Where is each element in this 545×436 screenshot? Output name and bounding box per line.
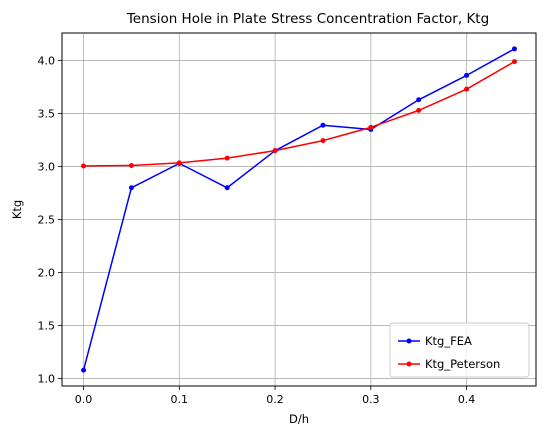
data-point-ktg-peterson <box>464 86 470 92</box>
data-point-ktg-peterson <box>368 124 374 130</box>
x-tick-label: 0.3 <box>362 393 380 406</box>
legend-label-fea: Ktg_FEA <box>425 334 472 348</box>
y-tick-label: 4.0 <box>38 55 56 68</box>
legend: Ktg_FEA Ktg_Peterson <box>389 322 530 378</box>
data-point-ktg-fea <box>464 72 470 78</box>
x-tick-label: 0.0 <box>75 393 93 406</box>
legend-box <box>389 322 530 378</box>
plot-frame <box>61 32 537 387</box>
data-point-ktg-peterson <box>176 160 182 166</box>
y-tick-label: 3.0 <box>38 161 56 174</box>
data-point-ktg-peterson <box>224 155 230 161</box>
y-tick-label: 1.5 <box>38 320 56 333</box>
y-tick-label: 2.0 <box>38 267 56 280</box>
legend-marker-peterson <box>406 361 412 367</box>
data-point-ktg-peterson <box>511 59 517 65</box>
axis-ticks: 0.0 0.1 0.2 0.3 0.4 1.0 1.5 2.0 2.5 3.0 3.5 4.0 <box>38 55 476 406</box>
grid <box>62 33 536 386</box>
x-axis-label: D/h <box>289 412 309 426</box>
data-point-ktg-peterson <box>416 107 422 113</box>
data-point-ktg-fea <box>81 367 87 373</box>
data-point-ktg-fea <box>320 122 326 128</box>
chart-title: Tension Hole in Plate Stress Concentrati… <box>126 11 489 27</box>
x-tick-label: 0.2 <box>266 393 284 406</box>
data-point-ktg-peterson <box>128 163 134 169</box>
y-axis-label: Ktg <box>10 200 24 219</box>
y-tick-label: 1.0 <box>38 373 56 386</box>
data-point-ktg-fea <box>224 185 230 191</box>
series-line-ktg-fea <box>82 48 515 371</box>
series-layer <box>81 46 517 373</box>
data-point-ktg-fea <box>416 97 422 103</box>
legend-marker-fea <box>406 338 412 344</box>
data-point-ktg-peterson <box>81 163 87 169</box>
data-point-ktg-peterson <box>272 148 278 154</box>
series-line-ktg-peterson <box>83 60 515 167</box>
legend-label-peterson: Ktg_Peterson <box>425 357 500 371</box>
data-point-ktg-fea <box>511 46 517 52</box>
data-point-ktg-peterson <box>320 138 326 144</box>
x-tick-label: 0.4 <box>458 393 476 406</box>
y-tick-label: 3.5 <box>38 108 56 121</box>
x-tick-label: 0.1 <box>171 393 189 406</box>
y-tick-label: 2.5 <box>38 214 56 227</box>
data-point-ktg-fea <box>128 185 134 191</box>
